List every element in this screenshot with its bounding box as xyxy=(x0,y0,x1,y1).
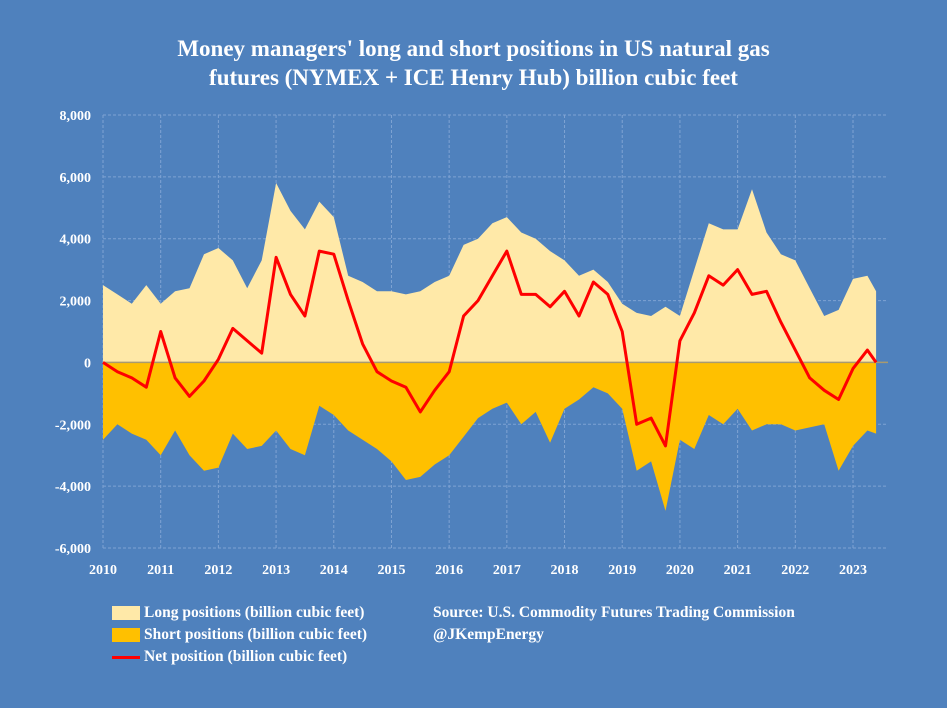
x-tick-label: 2015 xyxy=(377,563,405,578)
legend: Long positions (billion cubic feet) Shor… xyxy=(112,602,367,668)
y-tick-label: 6,000 xyxy=(60,171,92,186)
legend-swatch-net xyxy=(112,655,140,659)
legend-item-net: Net position (billion cubic feet) xyxy=(112,646,367,668)
net-position-line xyxy=(102,249,878,448)
axis-ticks: 8,000 6,000 4,000 2,000 0 -2,000 -4,000 -6,000 2… xyxy=(55,109,867,578)
legend-label-net: Net position (billion cubic feet) xyxy=(144,648,348,665)
x-tick-label: 2023 xyxy=(839,563,867,578)
x-tick-label: 2014 xyxy=(320,563,348,578)
source-text: Source: U.S. Commodity Futures Trading C… xyxy=(433,604,795,621)
author-handle: @JKempEnergy xyxy=(433,626,544,643)
y-tick-label: -4,000 xyxy=(55,480,91,495)
title-line-1: Money managers' long and short positions… xyxy=(177,36,770,61)
x-tick-label: 2018 xyxy=(551,563,579,578)
y-tick-label: 8,000 xyxy=(60,109,92,124)
x-tick-label: 2013 xyxy=(262,563,290,578)
short-positions-area xyxy=(103,362,877,511)
x-tick-label: 2016 xyxy=(435,563,463,578)
x-tick-label: 2017 xyxy=(493,563,521,578)
x-tick-label: 2019 xyxy=(608,563,636,578)
legend-label-long: Long positions (billion cubic feet) xyxy=(144,604,365,621)
legend-swatch-long xyxy=(112,606,140,620)
x-tick-label: 2022 xyxy=(781,563,809,578)
x-tick-label: 2010 xyxy=(89,563,117,578)
legend-label-short: Short positions (billion cubic feet) xyxy=(144,626,368,643)
chart-area: 8,000 6,000 4,000 2,000 0 -2,000 -4,000 -6,000 2… xyxy=(55,109,888,578)
y-tick-label: 2,000 xyxy=(60,295,92,310)
x-tick-label: 2011 xyxy=(147,563,174,578)
x-tick-label: 2012 xyxy=(204,563,232,578)
y-tick-label: -2,000 xyxy=(55,418,91,433)
y-tick-label: 0 xyxy=(84,356,91,371)
x-tick-label: 2021 xyxy=(724,563,752,578)
long-positions-area xyxy=(103,183,877,363)
legend-item-short: Short positions (billion cubic feet) xyxy=(112,624,367,646)
source-note: Source: U.S. Commodity Futures Trading C… xyxy=(433,602,795,646)
legend-item-long: Long positions (billion cubic feet) xyxy=(112,602,367,624)
x-tick-label: 2020 xyxy=(666,563,694,578)
chart-title: Money managers' long and short positions… xyxy=(0,34,947,92)
legend-swatch-short xyxy=(112,628,140,642)
y-tick-label: -6,000 xyxy=(55,542,91,557)
title-line-2: futures (NYMEX + ICE Henry Hub) billion … xyxy=(209,65,738,90)
y-tick-label: 4,000 xyxy=(60,233,92,248)
